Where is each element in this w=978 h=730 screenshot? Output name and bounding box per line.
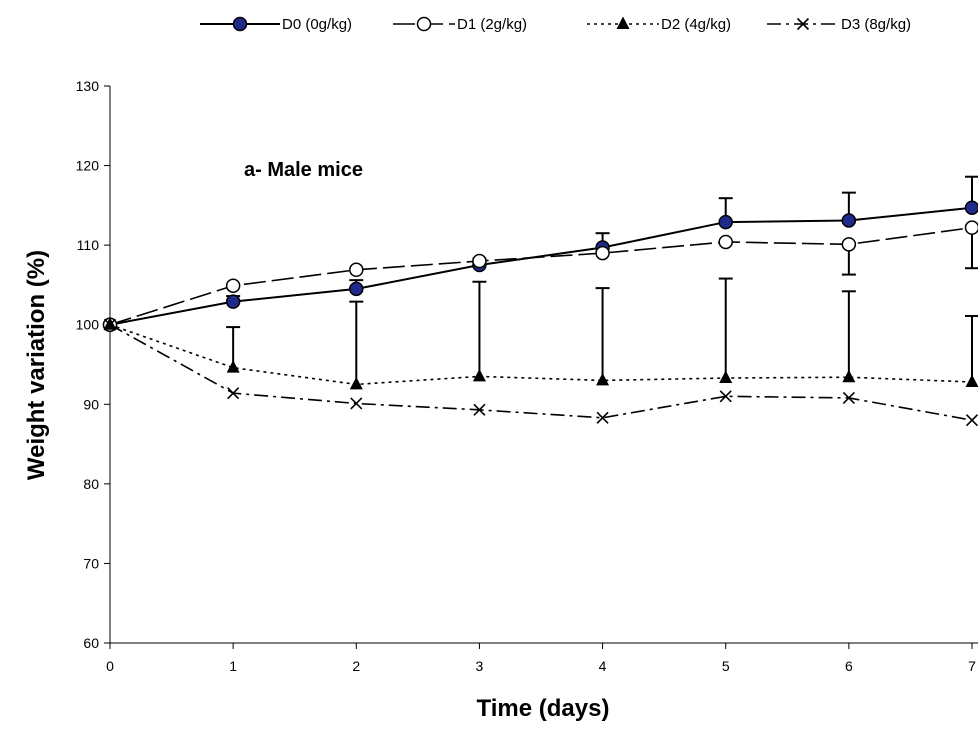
x-axis-title: Time (days) (477, 695, 610, 722)
data-point (349, 281, 364, 297)
data-point (350, 397, 363, 410)
series-line (109, 226, 973, 326)
y-tick-label: 100 (76, 317, 100, 333)
y-tick-label: 70 (83, 555, 99, 571)
series-line (109, 206, 973, 326)
legend-label: D2 (4g/kg) (661, 16, 731, 33)
x-tick-label: 7 (968, 658, 976, 674)
series-line (109, 324, 973, 421)
y-tick-label: 90 (83, 396, 99, 412)
y-tick-label: 60 (83, 635, 99, 651)
data-point (719, 370, 733, 384)
data-point (103, 318, 117, 331)
y-tick-label: 120 (76, 158, 100, 174)
legend-marker (232, 16, 248, 32)
x-tick-label: 1 (229, 658, 237, 674)
data-point (841, 237, 857, 252)
data-point (227, 387, 240, 400)
legend-item: D2 (4g/kg) (587, 16, 731, 33)
y-axis-title: Weight variation (%) (23, 250, 50, 480)
data-point (841, 213, 857, 228)
legend-marker (796, 17, 810, 31)
data-point (842, 369, 856, 383)
x-tick-label: 6 (845, 658, 853, 674)
y-tick-label: 110 (77, 237, 100, 253)
data-point (472, 253, 487, 269)
legend-label: D1 (2g/kg) (457, 16, 527, 33)
data-point (225, 278, 241, 293)
legend-item: D1 (2g/kg) (393, 16, 527, 33)
data-point (225, 294, 241, 309)
data-point (842, 391, 855, 404)
x-tick-label: 4 (599, 658, 607, 674)
data-point (472, 368, 486, 382)
y-tick-label: 130 (76, 78, 100, 94)
data-point (596, 372, 610, 386)
series-3 (103, 318, 978, 427)
chart-annotation: a- Male mice (244, 159, 363, 181)
x-tick-label: 2 (352, 658, 360, 674)
series-1 (102, 220, 978, 332)
legend-label: D3 (8g/kg) (841, 16, 911, 33)
x-tick-label: 5 (722, 658, 730, 674)
data-point (596, 411, 609, 424)
data-point (473, 403, 486, 416)
data-point (965, 414, 978, 427)
legend: D0 (0g/kg) D1 (2g/kg) D2 (4g/kg) D3 (8g/kg) (200, 16, 911, 33)
data-point (226, 360, 240, 373)
series-line (109, 323, 973, 386)
legend-item: D0 (0g/kg) (200, 16, 352, 33)
data-point (595, 245, 610, 261)
y-tick-label: 80 (83, 476, 99, 492)
series-layer (102, 175, 978, 427)
x-tick-label: 3 (476, 658, 484, 674)
data-point (719, 390, 732, 403)
series-2 (103, 277, 978, 390)
legend-marker (616, 16, 630, 29)
data-point (718, 214, 733, 230)
data-point (349, 376, 363, 390)
data-point (964, 200, 978, 215)
data-point (965, 374, 978, 388)
data-point (964, 220, 978, 235)
data-point (718, 234, 733, 250)
data-point (349, 262, 364, 278)
legend-label: D0 (0g/kg) (282, 16, 352, 33)
series-0 (102, 175, 978, 332)
legend-marker (416, 16, 432, 32)
legend-item: D3 (8g/kg) (767, 16, 911, 33)
axes: 60 70 80 90 100 110 120 130 0 1 2 3 4 5 6 7 (76, 78, 978, 674)
x-tick-label: 0 (106, 658, 114, 674)
